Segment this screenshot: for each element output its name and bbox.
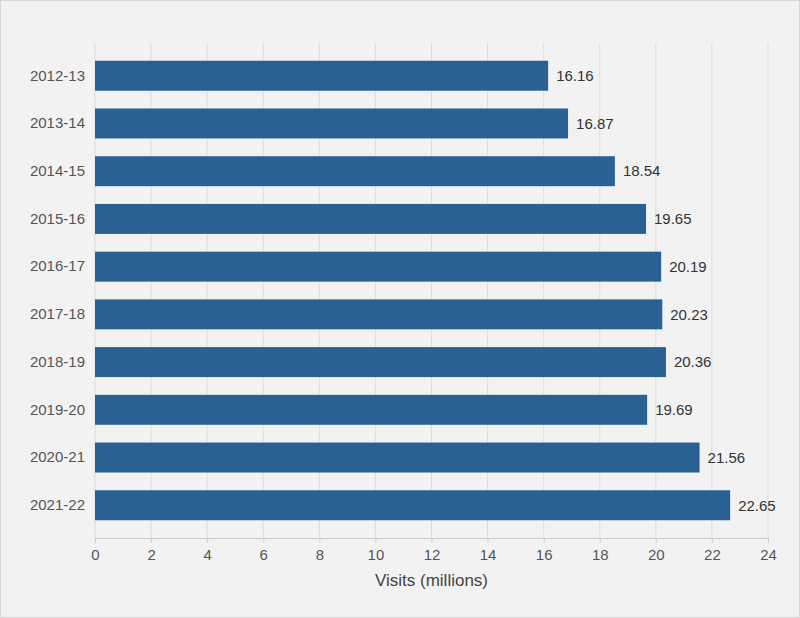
data-label: 22.65 — [738, 497, 776, 514]
x-tick-mark — [656, 538, 657, 543]
data-label: 19.69 — [655, 401, 693, 418]
x-tick: 0 — [91, 538, 99, 563]
bar — [95, 156, 615, 186]
y-tick: 2020-21 — [30, 448, 95, 465]
x-tick: 4 — [203, 538, 211, 563]
x-tick: 6 — [260, 538, 268, 563]
x-tick: 24 — [760, 538, 777, 563]
x-tick-mark — [319, 538, 320, 543]
x-tick-mark — [488, 538, 489, 543]
y-axis: 2012-13 2013-14 2014-15 2015-16 2016-17 2017-… — [30, 67, 95, 514]
x-tick-label: 12 — [424, 546, 441, 563]
data-label: 19.65 — [654, 210, 692, 227]
x-tick: 20 — [648, 538, 665, 563]
plot: 16.16 16.87 18.54 19.65 20.19 20.23 20.36 19.69… — [30, 43, 777, 563]
grid-line — [768, 43, 769, 538]
x-tick: 10 — [368, 538, 385, 563]
x-tick-label: 20 — [648, 546, 665, 563]
y-tick: 2016-17 — [30, 257, 95, 274]
y-tick-label: 2015-16 — [30, 210, 85, 227]
x-tick-mark — [151, 538, 152, 543]
x-tick-label: 8 — [316, 546, 324, 563]
x-axis-title: Visits (millions) — [375, 571, 488, 590]
y-tick: 2015-16 — [30, 210, 95, 227]
x-tick-label: 2 — [147, 546, 155, 563]
data-labels: 16.16 16.87 18.54 19.65 20.19 20.23 20.36 19.69… — [556, 67, 776, 514]
bar — [95, 443, 700, 473]
bar — [95, 108, 568, 138]
data-label: 21.56 — [708, 449, 746, 466]
y-tick: 2021-22 — [30, 496, 95, 513]
x-tick-mark — [375, 538, 376, 543]
grid — [95, 43, 768, 538]
y-tick: 2012-13 — [30, 67, 95, 84]
chart: 16.16 16.87 18.54 19.65 20.19 20.23 20.36 19.69… — [0, 0, 800, 618]
x-tick: 8 — [316, 538, 324, 563]
x-axis: 024681012141618202224 — [91, 538, 777, 563]
x-tick: 14 — [480, 538, 497, 563]
x-tick-mark — [544, 538, 545, 543]
bars — [95, 61, 730, 520]
bar — [95, 204, 646, 234]
y-tick-label: 2018-19 — [30, 353, 85, 370]
x-tick-label: 10 — [368, 546, 385, 563]
y-tick: 2018-19 — [30, 353, 95, 370]
x-tick-label: 4 — [203, 546, 211, 563]
x-tick: 22 — [704, 538, 721, 563]
x-tick-mark — [432, 538, 433, 543]
y-tick-label: 2017-18 — [30, 305, 85, 322]
background — [1, 1, 800, 618]
y-tick-label: 2021-22 — [30, 496, 85, 513]
x-tick: 18 — [592, 538, 609, 563]
bar — [95, 490, 730, 520]
y-tick: 2017-18 — [30, 305, 95, 322]
x-tick: 12 — [424, 538, 441, 563]
bar — [95, 347, 666, 377]
x-tick: 2 — [147, 538, 155, 563]
x-tick-mark — [600, 538, 601, 543]
y-tick-label: 2019-20 — [30, 401, 85, 418]
x-tick-mark — [768, 538, 769, 543]
data-label: 20.36 — [674, 353, 712, 370]
y-tick-label: 2013-14 — [30, 114, 85, 131]
x-tick: 16 — [536, 538, 553, 563]
x-tick-label: 18 — [592, 546, 609, 563]
data-label: 16.16 — [556, 67, 594, 84]
bar — [95, 395, 647, 425]
data-label: 18.54 — [623, 162, 661, 179]
x-tick-label: 14 — [480, 546, 497, 563]
y-tick: 2014-15 — [30, 162, 95, 179]
x-tick-mark — [712, 538, 713, 543]
y-tick-label: 2014-15 — [30, 162, 85, 179]
y-tick-label: 2020-21 — [30, 448, 85, 465]
x-tick-label: 16 — [536, 546, 553, 563]
bar — [95, 299, 662, 329]
data-label: 16.87 — [576, 115, 614, 132]
y-tick: 2013-14 — [30, 114, 95, 131]
x-tick-label: 22 — [704, 546, 721, 563]
x-axis-line — [96, 539, 769, 544]
x-tick-label: 0 — [91, 546, 99, 563]
bar — [95, 252, 661, 282]
x-tick-mark — [263, 538, 264, 543]
data-label: 20.19 — [669, 258, 707, 275]
x-tick-label: 6 — [260, 546, 268, 563]
y-tick-label: 2012-13 — [30, 67, 85, 84]
bar — [95, 61, 548, 91]
x-tick-label: 24 — [760, 546, 777, 563]
x-tick-mark — [95, 538, 96, 543]
y-tick-label: 2016-17 — [30, 257, 85, 274]
data-label: 20.23 — [670, 306, 708, 323]
x-tick-mark — [207, 538, 208, 543]
y-tick: 2019-20 — [30, 401, 95, 418]
